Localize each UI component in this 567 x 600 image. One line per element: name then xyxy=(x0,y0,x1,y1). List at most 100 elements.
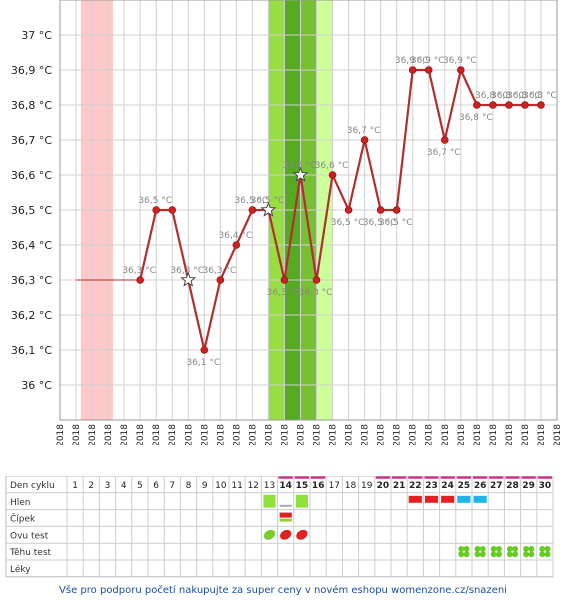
clover-icon xyxy=(506,546,519,558)
footer-link[interactable]: Vše pro podporu početí nakupujte za supe… xyxy=(59,584,507,596)
y-tick-label: 36,4 °C xyxy=(11,239,52,252)
x-tick-label: 27.7.2018 xyxy=(296,424,306,445)
clover-leaf xyxy=(490,546,497,552)
cycle-day-number: 3 xyxy=(105,481,111,491)
x-tick-label: 14.7.2018 xyxy=(88,424,98,445)
temperature-point xyxy=(136,276,144,284)
clover-leaf xyxy=(544,551,551,558)
cycle-day-number: 27 xyxy=(490,481,503,491)
hlen-marker xyxy=(473,495,487,503)
y-tick-label: 36,1 °C xyxy=(11,344,52,357)
x-tick-label: 7.8.2018 xyxy=(473,424,483,445)
x-tick-label: 12.8.2018 xyxy=(553,424,563,445)
highlight-bar xyxy=(424,476,439,479)
data-label: 36,9 °C xyxy=(443,56,477,66)
y-tick-label: 36,7 °C xyxy=(11,134,52,147)
temperature-point xyxy=(232,241,241,249)
highlight-bar xyxy=(408,476,423,479)
y-tick-label: 36,9 °C xyxy=(11,64,52,77)
data-label: 36,6 °C xyxy=(283,161,317,171)
clover-leaf xyxy=(528,551,535,558)
row-label: Hlen xyxy=(10,498,31,508)
x-tick-label: 12.7.2018 xyxy=(56,424,66,445)
cycle-day-number: 6 xyxy=(153,481,159,491)
data-label: 36,5 °C xyxy=(331,218,365,228)
cycle-day-number: 16 xyxy=(312,481,325,491)
x-tick-label: 10.8.2018 xyxy=(521,424,531,445)
temperature-point xyxy=(457,66,465,74)
clover-leaf xyxy=(523,546,530,552)
x-tick-label: 26.7.2018 xyxy=(280,424,290,445)
data-label: 36,3 °C xyxy=(170,266,204,276)
clover-icon xyxy=(539,546,551,558)
clover-leaf xyxy=(512,546,519,552)
cycle-day-number: 26 xyxy=(474,481,487,491)
x-tick-label: 4.8.2018 xyxy=(425,424,435,445)
highlight-bar xyxy=(375,476,390,479)
cycle-day-number: 20 xyxy=(377,481,390,491)
hlen-marker xyxy=(263,494,276,508)
temperature-point xyxy=(216,276,225,284)
cycle-day-number: 5 xyxy=(137,481,143,491)
temperature-point xyxy=(168,206,177,214)
data-label: 36,8 °C xyxy=(475,91,509,101)
x-tick-label: 21.7.2018 xyxy=(200,424,210,445)
cycle-day-number: 8 xyxy=(186,481,192,491)
cycle-day-number: 30 xyxy=(539,481,552,491)
temperature-point xyxy=(280,276,289,284)
cycle-day-number: 18 xyxy=(345,481,357,491)
x-tick-label: 5.8.2018 xyxy=(441,424,451,445)
data-label: 36,8 °C xyxy=(459,113,493,123)
clover-leaf xyxy=(539,546,546,552)
data-label: 36,5 °C xyxy=(363,218,397,228)
clover-leaf xyxy=(458,551,465,558)
temperature-point xyxy=(328,171,337,179)
clover-center xyxy=(527,550,530,553)
cycle-day-number: 2 xyxy=(88,481,94,491)
y-tick-label: 36,8 °C xyxy=(11,99,52,112)
clover-leaf xyxy=(539,551,546,558)
ovu-test-leaf-icon xyxy=(263,529,276,540)
highlight-bar xyxy=(505,476,520,479)
footer[interactable]: Vše pro podporu početí nakupujte za supe… xyxy=(0,580,567,600)
clover-center xyxy=(511,550,514,553)
hlen-marker xyxy=(441,495,455,503)
highlight-bar xyxy=(537,476,552,479)
x-tick-label: 18.7.2018 xyxy=(152,424,162,445)
temperature-point xyxy=(489,101,497,109)
temperature-point xyxy=(376,206,385,214)
cycle-day-number: 21 xyxy=(393,481,406,491)
highlight-bar xyxy=(392,476,407,479)
data-label: 36,7 °C xyxy=(427,148,461,158)
cycle-day-number: 14 xyxy=(279,481,292,491)
clover-leaf xyxy=(490,551,497,558)
clover-leaf xyxy=(463,551,470,558)
data-label: 36,8 °C xyxy=(507,91,541,101)
cipek-marker xyxy=(279,512,292,518)
clover-leaf xyxy=(479,551,486,558)
data-label: 36,6 °C xyxy=(315,161,349,171)
highlight-bar xyxy=(278,476,293,479)
clover-leaf xyxy=(544,546,551,552)
clover-center xyxy=(495,550,498,553)
ovu-test-leaf-icon xyxy=(280,529,292,540)
data-label: 36,9 °C xyxy=(411,56,445,66)
cycle-day-number: 11 xyxy=(231,481,242,491)
cycle-day-number: 7 xyxy=(169,481,175,491)
clover-leaf xyxy=(528,546,535,552)
clover-center xyxy=(543,550,547,553)
cycle-day-number: 12 xyxy=(248,481,259,491)
highlight-bar xyxy=(489,476,504,479)
y-tick-label: 36,2 °C xyxy=(11,309,52,322)
cycle-day-number: 1 xyxy=(72,481,78,491)
cycle-day-number: 28 xyxy=(506,481,519,491)
temperature-point xyxy=(521,101,529,109)
cycle-day-number: 13 xyxy=(264,481,275,491)
y-tick-label: 36 °C xyxy=(21,379,52,392)
cycle-table: Den cyklu Hlen Čípek Ovu test Těhu test Léky 1… xyxy=(5,476,554,578)
clover-icon xyxy=(474,546,486,558)
ovulation-star-marker xyxy=(180,271,197,287)
cipek-marker xyxy=(279,504,292,507)
row-label: Těhu test xyxy=(9,548,52,558)
x-tick-label: 23.7.2018 xyxy=(232,424,242,445)
